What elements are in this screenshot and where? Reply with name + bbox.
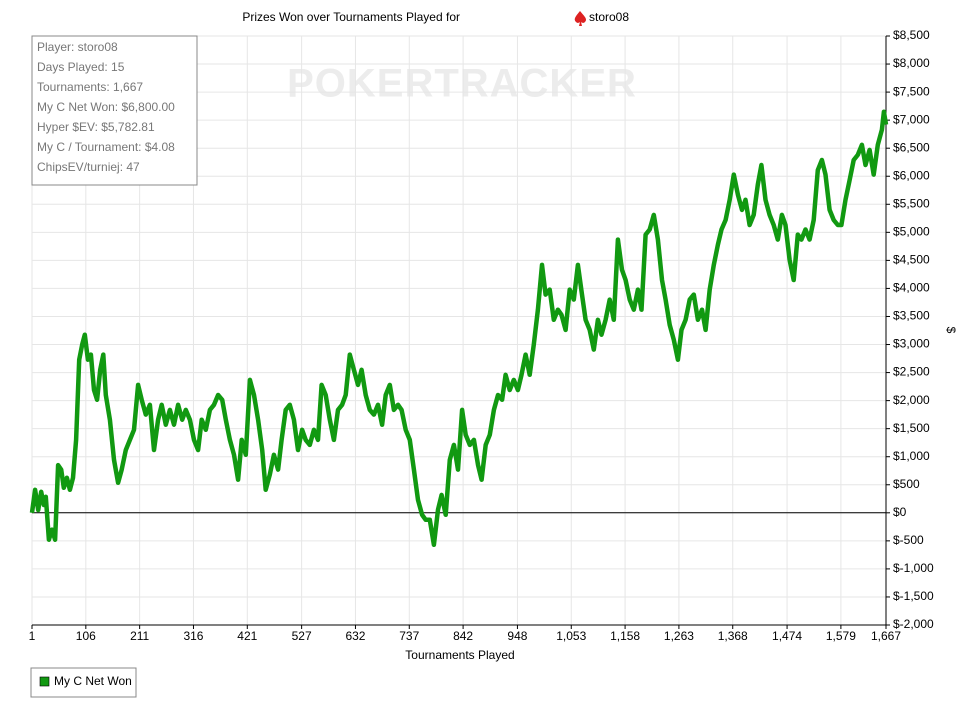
x-tick-label: 1,053 (556, 629, 586, 643)
y-tick-label: $1,500 (893, 421, 930, 435)
info-box (31, 35, 198, 186)
x-tick-label: 211 (130, 629, 149, 643)
y-tick-label: $5,500 (893, 196, 930, 210)
y-tick-label: $-1,000 (893, 561, 934, 575)
y-tick-label: $8,500 (893, 28, 930, 42)
x-tick-label: 527 (292, 629, 312, 643)
info-line: Days Played: 15 (37, 60, 125, 74)
y-tick-label: $7,500 (893, 84, 930, 98)
y-axis-label: $ (944, 327, 958, 334)
info-line: Tournaments: 1,667 (37, 80, 143, 94)
y-tick-label: $4,000 (893, 281, 930, 295)
y-tick-label: $6,000 (893, 168, 930, 182)
x-tick-label: 1,667 (871, 629, 901, 643)
watermark: POKERTRACKER (287, 62, 637, 106)
info-line: Hyper $EV: $5,782.81 (37, 120, 155, 134)
y-tick-label: $3,500 (893, 309, 930, 323)
x-tick-label: 1,579 (826, 629, 856, 643)
x-tick-label: 1,158 (610, 629, 640, 643)
info-line: My C Net Won: $6,800.00 (37, 100, 175, 114)
info-line: Player: storo08 (37, 40, 118, 54)
legend-label: My C Net Won (54, 674, 132, 688)
y-tick-label: $-1,500 (893, 589, 934, 603)
x-tick-label: 632 (345, 629, 365, 643)
y-tick-label: $3,000 (893, 337, 930, 351)
x-tick-label: 1,474 (772, 629, 802, 643)
y-tick-label: $6,500 (893, 140, 930, 154)
x-tick-label: 1,368 (718, 629, 748, 643)
info-line: My C / Tournament: $4.08 (37, 140, 175, 154)
y-tick-label: $-2,000 (893, 617, 934, 631)
x-tick-label: 421 (237, 629, 257, 643)
chart-title: Prizes Won over Tournaments Played for (242, 10, 460, 24)
y-tick-label: $7,000 (893, 112, 930, 126)
y-tick-label: $2,500 (893, 365, 930, 379)
x-tick-label: 948 (507, 629, 527, 643)
y-tick-label: $500 (893, 477, 920, 491)
y-tick-label: $8,000 (893, 56, 930, 70)
x-tick-label: 842 (453, 629, 473, 643)
y-tick-label: $2,000 (893, 393, 930, 407)
series-line (29, 109, 889, 548)
chart-title-player: storo08 (589, 10, 629, 24)
x-axis-label: Tournaments Played (405, 648, 514, 662)
y-tick-label: $4,500 (893, 253, 930, 267)
y-tick-label: $-500 (893, 533, 924, 547)
x-tick-label: 737 (399, 629, 419, 643)
y-tick-label: $0 (893, 505, 907, 519)
info-line: ChipsEV/turniej: 47 (37, 160, 140, 174)
x-tick-label: 316 (183, 629, 203, 643)
spade-icon (574, 11, 587, 26)
legend-swatch (39, 676, 50, 687)
y-tick-label: $5,000 (893, 225, 930, 239)
x-tick-label: 1,263 (664, 629, 694, 643)
y-tick-label: $1,000 (893, 449, 930, 463)
x-tick-label: 106 (76, 629, 96, 643)
x-tick-label: 1 (29, 629, 36, 643)
